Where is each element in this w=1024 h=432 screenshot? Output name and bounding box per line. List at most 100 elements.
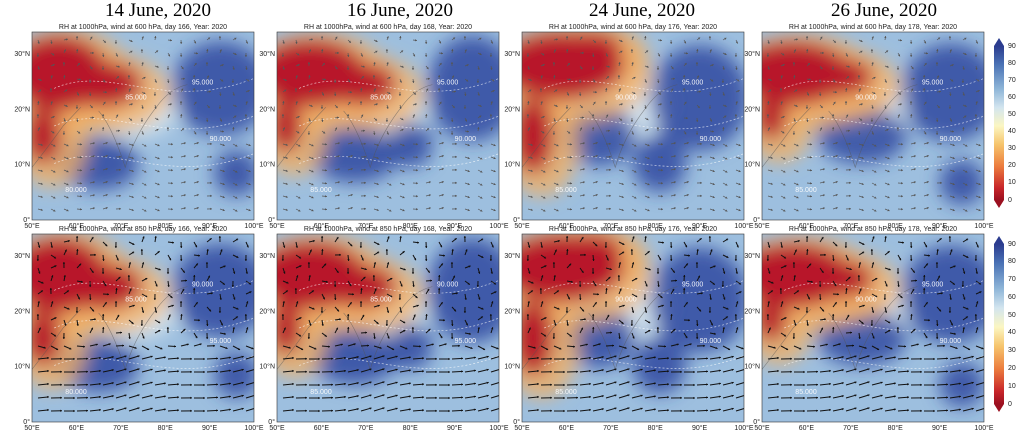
lon-tick-label: 90°E <box>932 424 948 432</box>
lon-tick-label: 50°E <box>514 424 530 432</box>
contour-label: 90.000 <box>192 282 214 289</box>
column-title-4: 26 June, 2020 <box>764 0 1004 22</box>
colorbar-tick-label: 50 <box>1008 312 1016 319</box>
colorbar-tick-label: 80 <box>1008 60 1016 67</box>
colorbar-tick-label: 0 <box>1008 197 1012 204</box>
lat-tick-label: 10°N <box>504 363 520 371</box>
contour-label: 90.000 <box>615 297 637 304</box>
lat-tick-label: 10°N <box>744 161 760 169</box>
contour-label: 95.000 <box>922 282 944 289</box>
lon-tick-label: 70°E <box>113 424 129 432</box>
lon-tick-label: 90°E <box>447 424 463 432</box>
panel-title: RH at 1000hPa, wind at 600 hPa, day 176,… <box>549 24 717 31</box>
lon-tick-label: 50°E <box>24 424 40 432</box>
lat-tick-label: 20°N <box>14 307 30 315</box>
column-title-1: 14 June, 2020 <box>38 0 278 22</box>
lat-tick-label: 20°N <box>744 105 760 113</box>
colorbar-tick-label: 90 <box>1008 43 1016 50</box>
contour-label: 85.000 <box>310 389 332 396</box>
lat-tick-label: 30°N <box>744 50 760 58</box>
rh-field: 90.000 95.000 90.000 85.000 <box>725 32 999 220</box>
lon-tick-label: 70°E <box>358 424 374 432</box>
contour-label: 85.000 <box>370 297 392 304</box>
contour-label: 80.000 <box>65 389 87 396</box>
contour-label: 90.000 <box>615 95 637 102</box>
lat-tick-label: 20°N <box>259 105 275 113</box>
lon-tick-label: 70°E <box>603 424 619 432</box>
panel-title: RH at 1000hPa, wind at 850 hPa, day 178,… <box>789 226 957 233</box>
contour-label: 90.000 <box>700 338 722 345</box>
contour-label: 85.000 <box>125 95 147 102</box>
map-panel: RH at 1000hPa, wind at 600 hPa, day 166,… <box>32 20 260 230</box>
contour-label: 95.000 <box>922 80 944 87</box>
contour-label: 85.000 <box>310 187 332 194</box>
lon-tick-label: 50°E <box>269 424 285 432</box>
colorbar-tick-label: 30 <box>1008 145 1016 152</box>
colorbar-tick-label: 50 <box>1008 111 1016 118</box>
colorbar-tick-label: 10 <box>1008 383 1016 390</box>
lat-tick-label: 20°N <box>14 105 30 113</box>
lon-tick-label: 80°E <box>403 424 419 432</box>
lon-tick-label: 60°E <box>559 424 575 432</box>
panel-title: RH at 1000hPa, wind at 600 hPa, day 178,… <box>789 24 957 31</box>
lat-tick-label: 10°N <box>14 363 30 371</box>
contour-label: 85.000 <box>555 187 577 194</box>
contour-label: 85.000 <box>795 187 817 194</box>
contour-label: 95.000 <box>455 338 477 345</box>
contour-label: 90.000 <box>455 136 477 143</box>
colorbar-tick-label: 40 <box>1008 329 1016 336</box>
panel-title: RH at 1000hPa, wind at 600 hPa, day 168,… <box>304 24 472 31</box>
lat-tick-label: 20°N <box>259 307 275 315</box>
lat-tick-label: 20°N <box>744 307 760 315</box>
contour-label: 85.000 <box>125 297 147 304</box>
rh-field: 90.000 95.000 90.000 85.000 <box>490 24 749 220</box>
contour-label: 90.000 <box>700 136 722 143</box>
column-title-2: 16 June, 2020 <box>280 0 520 22</box>
contour-label: 85.000 <box>795 389 817 396</box>
contour-label: 90.000 <box>940 136 962 143</box>
lon-tick-label: 80°E <box>158 424 174 432</box>
colorbar-tick-label: 60 <box>1008 294 1016 301</box>
lat-tick-label: 10°N <box>259 161 275 169</box>
lon-tick-label: 80°E <box>648 424 664 432</box>
panel-title: RH at 1000hPa, wind at 850 hPa, day 168,… <box>304 226 472 233</box>
colorbar-tick-label: 60 <box>1008 94 1016 101</box>
map-panel: RH at 1000hPa, wind at 850 hPa, day 178,… <box>762 222 990 432</box>
contour-label: 90.000 <box>940 338 962 345</box>
map-panel: RH at 1000hPa, wind at 850 hPa, day 176,… <box>522 222 750 432</box>
lat-tick-label: 30°N <box>259 252 275 260</box>
lon-tick-label: 60°E <box>799 424 815 432</box>
contour-label: 85.000 <box>555 389 577 396</box>
panel-title: RH at 1000hPa, wind at 850 hPa, day 176,… <box>549 226 717 233</box>
contour-label: 90.000 <box>855 95 877 102</box>
rh-field: 90.000 95.000 90.000 85.000 <box>490 226 749 422</box>
colorbar-tick-label: 0 <box>1008 401 1012 408</box>
lon-tick-label: 90°E <box>202 424 218 432</box>
column-title-3: 24 June, 2020 <box>522 0 762 22</box>
lon-tick-label: 60°E <box>69 424 85 432</box>
lat-tick-label: 10°N <box>744 363 760 371</box>
lat-tick-label: 10°N <box>14 161 30 169</box>
contour-label: 90.000 <box>437 282 459 289</box>
colorbar-tick-label: 30 <box>1008 347 1016 354</box>
map-panel: RH at 1000hPa, wind at 850 hPa, day 166,… <box>32 222 260 432</box>
contour-label: 95.000 <box>682 80 704 87</box>
panel-title: RH at 1000hPa, wind at 850 hPa, day 166,… <box>59 226 227 233</box>
lat-tick-label: 30°N <box>14 252 30 260</box>
lon-tick-label: 60°E <box>314 424 330 432</box>
contour-label: 80.000 <box>65 187 87 194</box>
colorbar-tick-label: 70 <box>1008 77 1016 84</box>
contour-label: 90.000 <box>855 297 877 304</box>
contour-label: 90.000 <box>210 136 232 143</box>
lat-tick-label: 20°N <box>504 307 520 315</box>
lat-tick-label: 10°N <box>504 161 520 169</box>
colorbar-tick-label: 80 <box>1008 258 1016 265</box>
lat-tick-label: 30°N <box>14 50 30 58</box>
contour-label: 95.000 <box>682 282 704 289</box>
contour-label: 95.000 <box>192 80 214 87</box>
lon-tick-label: 50°E <box>754 424 770 432</box>
